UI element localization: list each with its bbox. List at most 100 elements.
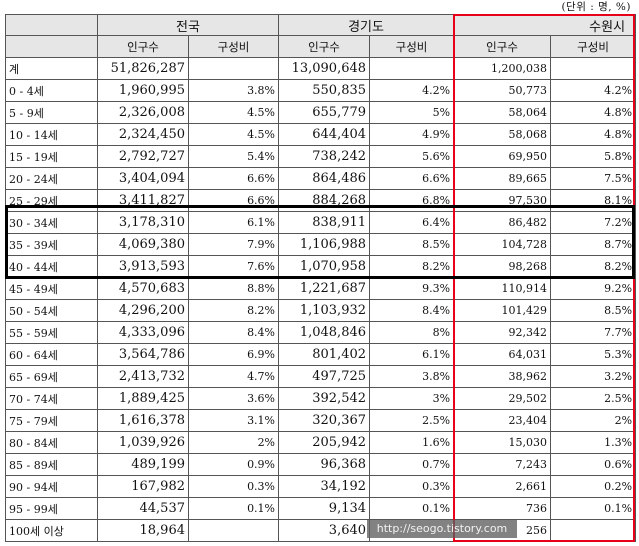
- header-suwon-ratio: 구성비: [550, 35, 637, 58]
- suwon-ratio-cell: 5.8%: [550, 145, 637, 168]
- gyeonggi-ratio-cell: 5%: [369, 101, 455, 124]
- gyeonggi-ratio-cell: 2.5%: [369, 409, 455, 432]
- national-ratio-cell: 8.8%: [187, 277, 280, 300]
- table-row: 5 - 9세 2,326,008 4.5% 655,779 5% 58,064 4.8%: [5, 101, 637, 124]
- national-ratio-cell: 4.5%: [187, 101, 280, 124]
- age-cell: 90 - 94세: [5, 475, 98, 498]
- table-row: 75 - 79세 1,616,378 3.1% 320,367 2.5% 23,404 2%: [5, 409, 637, 432]
- national-population-cell: 1,039,926: [97, 431, 189, 454]
- suwon-ratio-cell: 4.8%: [550, 101, 637, 124]
- suwon-population-cell: 86,482: [453, 211, 552, 234]
- suwon-population-cell: 97,530: [453, 189, 552, 212]
- suwon-ratio-cell: [550, 57, 637, 80]
- table-row: 0 - 4세 1,960,995 3.8% 550,835 4.2% 50,773 4.2%: [5, 79, 637, 102]
- gyeonggi-ratio-cell: 8.5%: [369, 233, 455, 256]
- gyeonggi-ratio-cell: [369, 57, 455, 80]
- suwon-population-cell: 2,661: [453, 475, 552, 498]
- header-corner: [5, 14, 98, 36]
- national-population-cell: 2,324,450: [97, 123, 189, 146]
- gyeonggi-ratio-cell: 4.9%: [369, 123, 455, 146]
- gyeonggi-ratio-cell: 5.6%: [369, 145, 455, 168]
- table-body: 계 51,826,287 13,090,648 1,200,038 0 - 4세 1,96…: [5, 57, 637, 542]
- national-population-cell: 1,960,995: [97, 79, 189, 102]
- watermark: http://seogo.tistory.com: [367, 520, 517, 538]
- table-row: 35 - 39세 4,069,380 7.9% 1,106,988 8.5% 104,72…: [5, 233, 637, 256]
- age-cell: 70 - 74세: [5, 387, 98, 410]
- national-population-cell: 51,826,287: [97, 57, 189, 80]
- age-cell: 20 - 24세: [5, 167, 98, 190]
- suwon-ratio-cell: 7.2%: [550, 211, 637, 234]
- national-ratio-cell: 7.6%: [187, 255, 280, 278]
- national-ratio-cell: 4.7%: [187, 365, 280, 388]
- table-row: 70 - 74세 1,889,425 3.6% 392,542 3% 29,502 2.5%: [5, 387, 637, 410]
- age-cell: 80 - 84세: [5, 431, 98, 454]
- gyeonggi-ratio-cell: 3.8%: [369, 365, 455, 388]
- header-national-ratio: 구성비: [187, 35, 280, 58]
- suwon-population-cell: 69,950: [453, 145, 552, 168]
- age-cell: 55 - 59세: [5, 321, 98, 344]
- table-row: 30 - 34세 3,178,310 6.1% 838,911 6.4% 86,482 7.…: [5, 211, 637, 234]
- suwon-ratio-cell: 0.2%: [550, 475, 637, 498]
- national-population-cell: 4,296,200: [97, 299, 189, 322]
- suwon-population-cell: 104,728: [453, 233, 552, 256]
- national-population-cell: 4,570,683: [97, 277, 189, 300]
- national-ratio-cell: 5.4%: [187, 145, 280, 168]
- age-cell: 25 - 29세: [5, 189, 98, 212]
- suwon-population-cell: 7,243: [453, 453, 552, 476]
- national-ratio-cell: 2%: [187, 431, 280, 454]
- national-ratio-cell: 3.8%: [187, 79, 280, 102]
- national-ratio-cell: 6.9%: [187, 343, 280, 366]
- gyeonggi-ratio-cell: 6.4%: [369, 211, 455, 234]
- suwon-ratio-cell: 8.2%: [550, 255, 637, 278]
- suwon-population-cell: 736: [453, 497, 552, 520]
- gyeonggi-ratio-cell: 9.3%: [369, 277, 455, 300]
- national-ratio-cell: 6.6%: [187, 189, 280, 212]
- age-cell: 40 - 44세: [5, 255, 98, 278]
- gyeonggi-population-cell: 1,106,988: [278, 233, 371, 256]
- suwon-ratio-cell: 8.5%: [550, 299, 637, 322]
- table-row: 50 - 54세 4,296,200 8.2% 1,103,932 8.4% 101,42…: [5, 299, 637, 322]
- table-row: 60 - 64세 3,564,786 6.9% 801,402 6.1% 64,031 5.…: [5, 343, 637, 366]
- national-ratio-cell: [187, 57, 280, 80]
- gyeonggi-population-cell: 320,367: [278, 409, 371, 432]
- gyeonggi-population-cell: 13,090,648: [278, 57, 371, 80]
- suwon-ratio-cell: 2%: [550, 409, 637, 432]
- age-cell: 75 - 79세: [5, 409, 98, 432]
- unit-note: (단위 : 명, %): [561, 1, 631, 13]
- gyeonggi-population-cell: 550,835: [278, 79, 371, 102]
- national-population-cell: 2,792,727: [97, 145, 189, 168]
- gyeonggi-ratio-cell: 8.4%: [369, 299, 455, 322]
- table-row: 85 - 89세 489,199 0.9% 96,368 0.7% 7,243 0.6%: [5, 453, 637, 476]
- gyeonggi-population-cell: 205,942: [278, 431, 371, 454]
- suwon-ratio-cell: 9.2%: [550, 277, 637, 300]
- national-ratio-cell: 3.6%: [187, 387, 280, 410]
- national-ratio-cell: 3.1%: [187, 409, 280, 432]
- national-population-cell: 3,178,310: [97, 211, 189, 234]
- gyeonggi-population-cell: 644,404: [278, 123, 371, 146]
- header-corner-2: [5, 35, 98, 58]
- gyeonggi-ratio-cell: 4.2%: [369, 79, 455, 102]
- table-row: 95 - 99세 44,537 0.1% 9,134 0.1% 736 0.1%: [5, 497, 637, 520]
- national-population-cell: 489,199: [97, 453, 189, 476]
- table-row: 10 - 14세 2,324,450 4.5% 644,404 4.9% 58,068 4.…: [5, 123, 637, 146]
- header-row-regions: 전국 경기도 수원시: [5, 14, 637, 36]
- gyeonggi-population-cell: 1,221,687: [278, 277, 371, 300]
- national-population-cell: 167,982: [97, 475, 189, 498]
- age-cell: 60 - 64세: [5, 343, 98, 366]
- gyeonggi-ratio-cell: 8%: [369, 321, 455, 344]
- age-cell: 15 - 19세: [5, 145, 98, 168]
- gyeonggi-population-cell: 3,640: [278, 519, 371, 542]
- gyeonggi-ratio-cell: 6.8%: [369, 189, 455, 212]
- national-ratio-cell: 7.9%: [187, 233, 280, 256]
- gyeonggi-population-cell: 392,542: [278, 387, 371, 410]
- national-ratio-cell: 4.5%: [187, 123, 280, 146]
- gyeonggi-population-cell: 34,192: [278, 475, 371, 498]
- national-ratio-cell: 8.4%: [187, 321, 280, 344]
- table-row: 계 51,826,287 13,090,648 1,200,038: [5, 57, 637, 80]
- suwon-ratio-cell: 2.5%: [550, 387, 637, 410]
- gyeonggi-ratio-cell: 6.6%: [369, 167, 455, 190]
- age-cell: 35 - 39세: [5, 233, 98, 256]
- national-population-cell: 3,564,786: [97, 343, 189, 366]
- suwon-population-cell: 89,665: [453, 167, 552, 190]
- suwon-population-cell: 23,404: [453, 409, 552, 432]
